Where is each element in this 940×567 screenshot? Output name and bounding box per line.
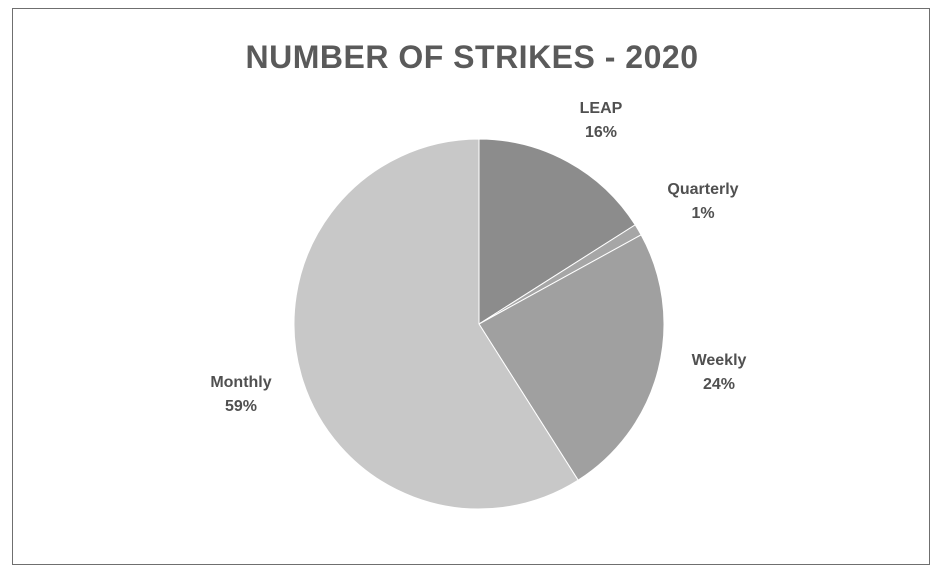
pie-chart: LEAP 16% Quarterly 1% Weekly 24% Monthly 59% [210, 100, 747, 510]
slice-label-quarterly: Quarterly [667, 181, 738, 198]
pie-slice-leap [478, 138, 636, 325]
pie-slice-weekly [478, 234, 665, 481]
slice-value-quarterly: 1% [691, 205, 714, 222]
slice-label-monthly: Monthly [210, 374, 271, 391]
slice-value-weekly: 24% [703, 376, 735, 393]
chart-frame: NUMBER OF STRIKES - 2020 LEAP 16% Quarterl… [12, 8, 930, 565]
chart-title: NUMBER OF STRIKES - 2020 [245, 39, 699, 75]
pie-slice-monthly [293, 138, 579, 510]
slice-label-weekly: Weekly [692, 352, 747, 369]
slice-value-leap: 16% [585, 124, 617, 141]
slice-label-leap: LEAP [580, 100, 623, 117]
slice-value-monthly: 59% [225, 398, 257, 415]
